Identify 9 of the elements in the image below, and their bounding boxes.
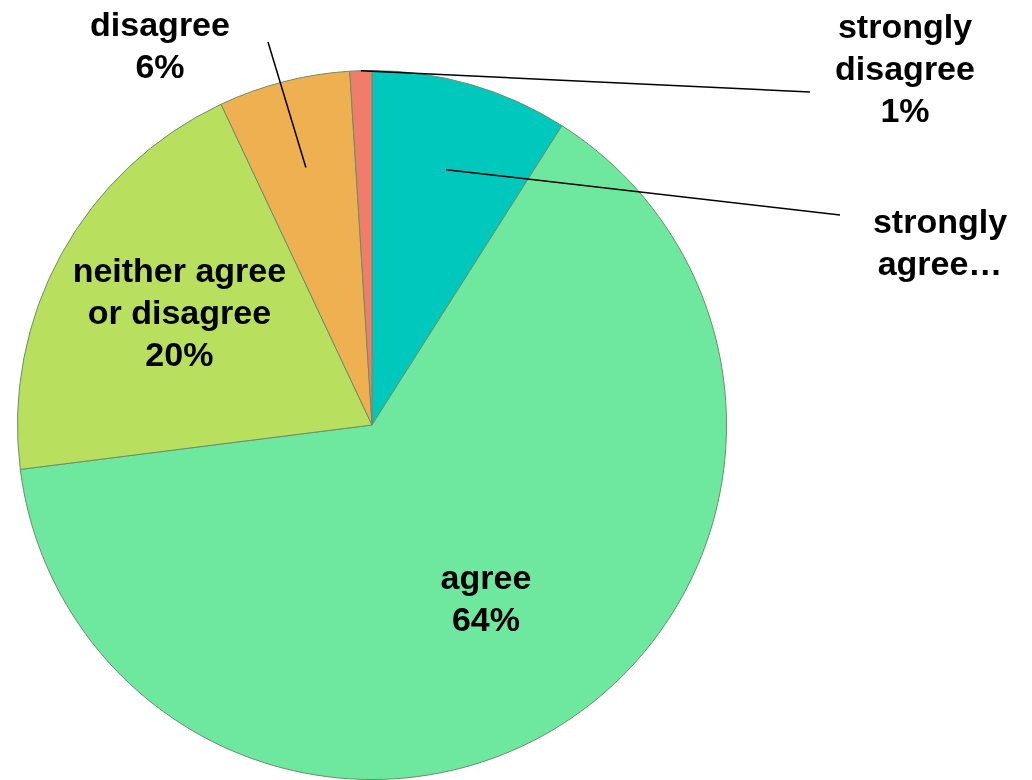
data-label: 64% xyxy=(451,599,520,638)
data-label: 20% xyxy=(145,335,214,374)
slice-label: disagree xyxy=(90,5,230,44)
slice-label: strongly agree… xyxy=(872,202,1008,283)
slice-label: neither agree or disagree xyxy=(72,251,287,332)
slice-label: strongly disagree xyxy=(835,7,975,88)
data-label: 6% xyxy=(135,47,185,86)
slice-label: agree xyxy=(440,557,532,596)
data-label: 1% xyxy=(880,91,930,130)
